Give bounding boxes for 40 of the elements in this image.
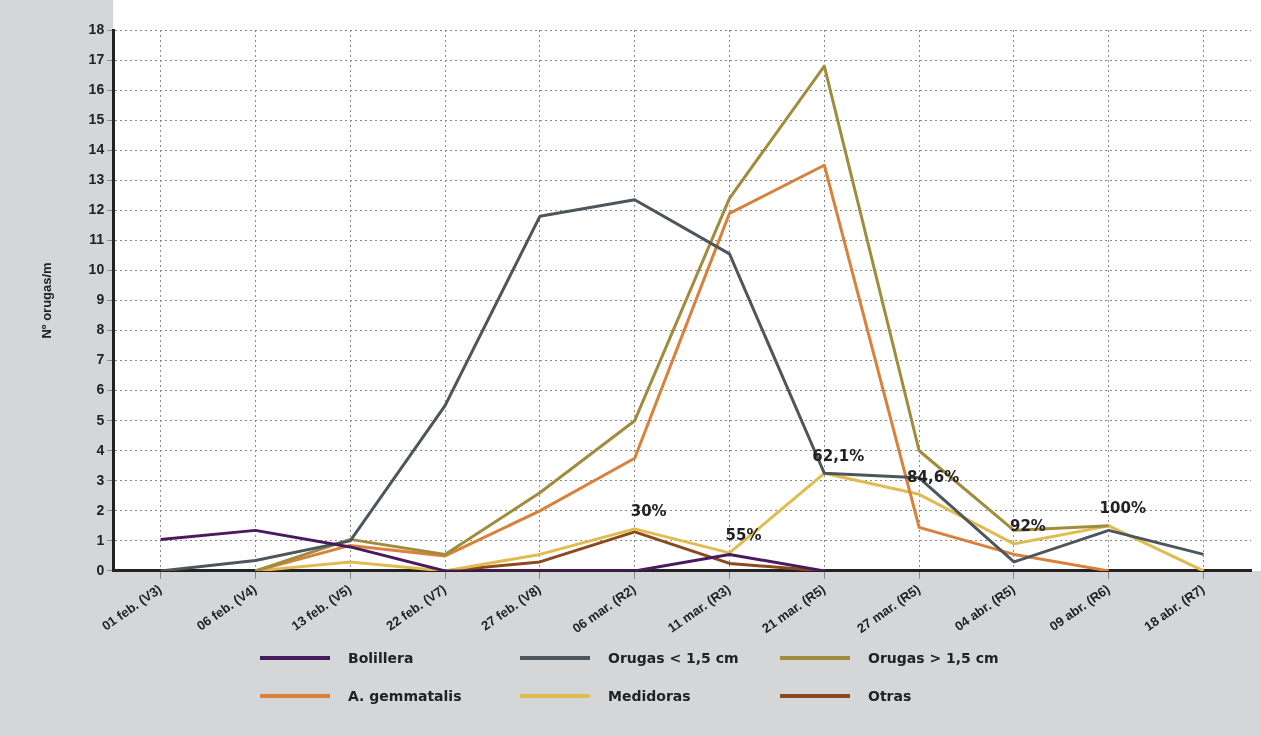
y-tick-label: 3 [96, 471, 105, 488]
y-tick-label: 0 [96, 561, 105, 578]
y-tick-label: 14 [88, 141, 105, 158]
x-tick-label: 01 feb. (V3) [99, 581, 165, 634]
y-tick-label: 12 [88, 201, 105, 218]
y-tick-label: 11 [89, 231, 105, 248]
x-tick-label: 06 feb. (V4) [193, 581, 260, 634]
x-tick-label: 06 mar. (R2) [569, 581, 639, 636]
annotation: 100% [1099, 499, 1146, 518]
legend-label: Orugas > 1,5 cm [868, 650, 999, 666]
x-tick-label: 18 abr. (R7) [1141, 581, 1208, 634]
y-tick-label: 7 [96, 351, 105, 368]
y-tick-label: 8 [96, 321, 105, 338]
legend-label: Orugas < 1,5 cm [608, 650, 739, 666]
legend-label: Otras [868, 688, 912, 704]
y-tick-label: 4 [96, 441, 105, 458]
legend-label: Bolillera [348, 650, 414, 666]
y-tick-label: 15 [88, 111, 105, 128]
y-tick-label: 16 [88, 80, 105, 97]
y-tick-label: 1 [96, 531, 105, 548]
legend-label: Medidoras [608, 688, 691, 704]
y-tick-label: 2 [96, 501, 105, 518]
y-tick-label: 13 [88, 171, 105, 188]
legend-label: A. gemmatalis [348, 688, 462, 704]
x-tick-label: 13 feb. (V5) [288, 581, 354, 634]
y-tick-label: 10 [88, 261, 105, 278]
y-tick-label: 17 [88, 50, 105, 67]
y-tick-label: 5 [96, 411, 105, 428]
x-tick-label: 27 mar. (R5) [853, 581, 923, 636]
x-tick-label: 27 feb. (V8) [478, 581, 544, 634]
x-tick-label: 21 mar. (R5) [759, 581, 829, 636]
annotation: 30% [630, 502, 667, 521]
x-tick-label: 09 abr. (R6) [1046, 581, 1113, 634]
x-tick-label: 22 feb. (V7) [383, 581, 449, 634]
y-tick-label: 6 [96, 381, 105, 398]
x-tick-label: 04 abr. (R5) [951, 581, 1018, 634]
y-tick-label: 18 [88, 20, 105, 37]
y-tick-label: 9 [96, 291, 105, 308]
y-axis-title: Nº orugas/m [39, 262, 55, 339]
x-tick-label: 11 mar. (R3) [664, 581, 734, 636]
